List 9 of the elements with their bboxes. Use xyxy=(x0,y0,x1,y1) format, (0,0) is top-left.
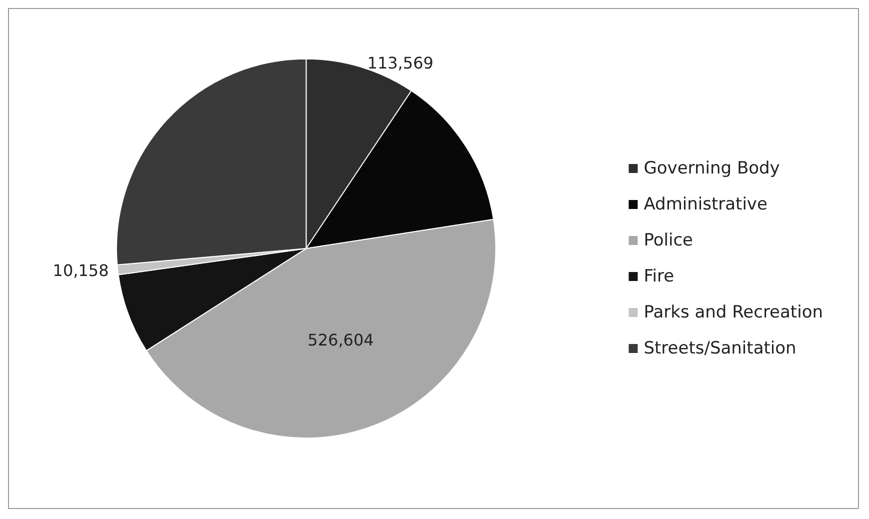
legend-label: Parks and Recreation xyxy=(644,302,823,322)
data-label: 10,158 xyxy=(52,260,109,280)
data-label: 113,569 xyxy=(367,54,434,73)
legend-label: Police xyxy=(644,230,694,250)
legend-label: Administrative xyxy=(644,194,768,214)
legend-label: Streets/Sanitation xyxy=(644,338,796,358)
data-label: 526,604 xyxy=(308,330,374,350)
legend-label: Governing Body xyxy=(644,158,780,178)
legend-label: Fire xyxy=(644,266,674,286)
